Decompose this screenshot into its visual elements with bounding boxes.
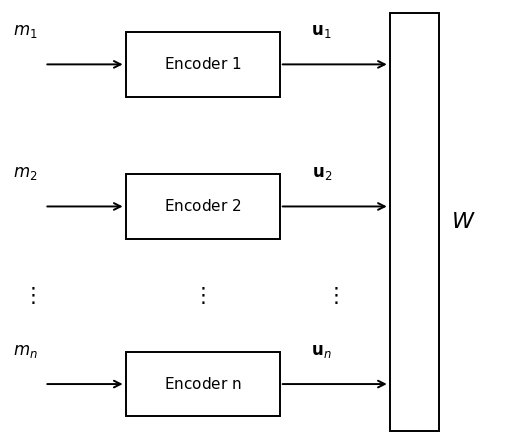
Bar (126, 352, 280, 416)
Text: $\mathrm{Encoder\ 1}$: $\mathrm{Encoder\ 1}$ (164, 56, 242, 72)
Text: $W$: $W$ (450, 212, 475, 232)
Text: $\mathbf{u}_{2}$: $\mathbf{u}_{2}$ (312, 164, 332, 182)
Bar (126, 174, 280, 239)
Text: $m_{2}$: $m_{2}$ (13, 164, 37, 182)
Text: $m_{1}$: $m_{1}$ (13, 22, 37, 40)
Text: $\vdots$: $\vdots$ (22, 285, 36, 306)
Text: $\mathrm{Encoder\ 2}$: $\mathrm{Encoder\ 2}$ (164, 198, 242, 214)
Text: $\mathbf{u}_{n}$: $\mathbf{u}_{n}$ (311, 341, 332, 360)
Text: $\mathrm{Encoder\ n}$: $\mathrm{Encoder\ n}$ (164, 376, 242, 392)
Text: $m_{n}$: $m_{n}$ (13, 341, 38, 360)
Bar (390, 13, 439, 431)
Text: $\vdots$: $\vdots$ (192, 285, 206, 306)
Text: $\vdots$: $\vdots$ (325, 285, 339, 306)
Bar (126, 32, 280, 97)
Text: $\mathbf{u}_{1}$: $\mathbf{u}_{1}$ (312, 22, 332, 40)
